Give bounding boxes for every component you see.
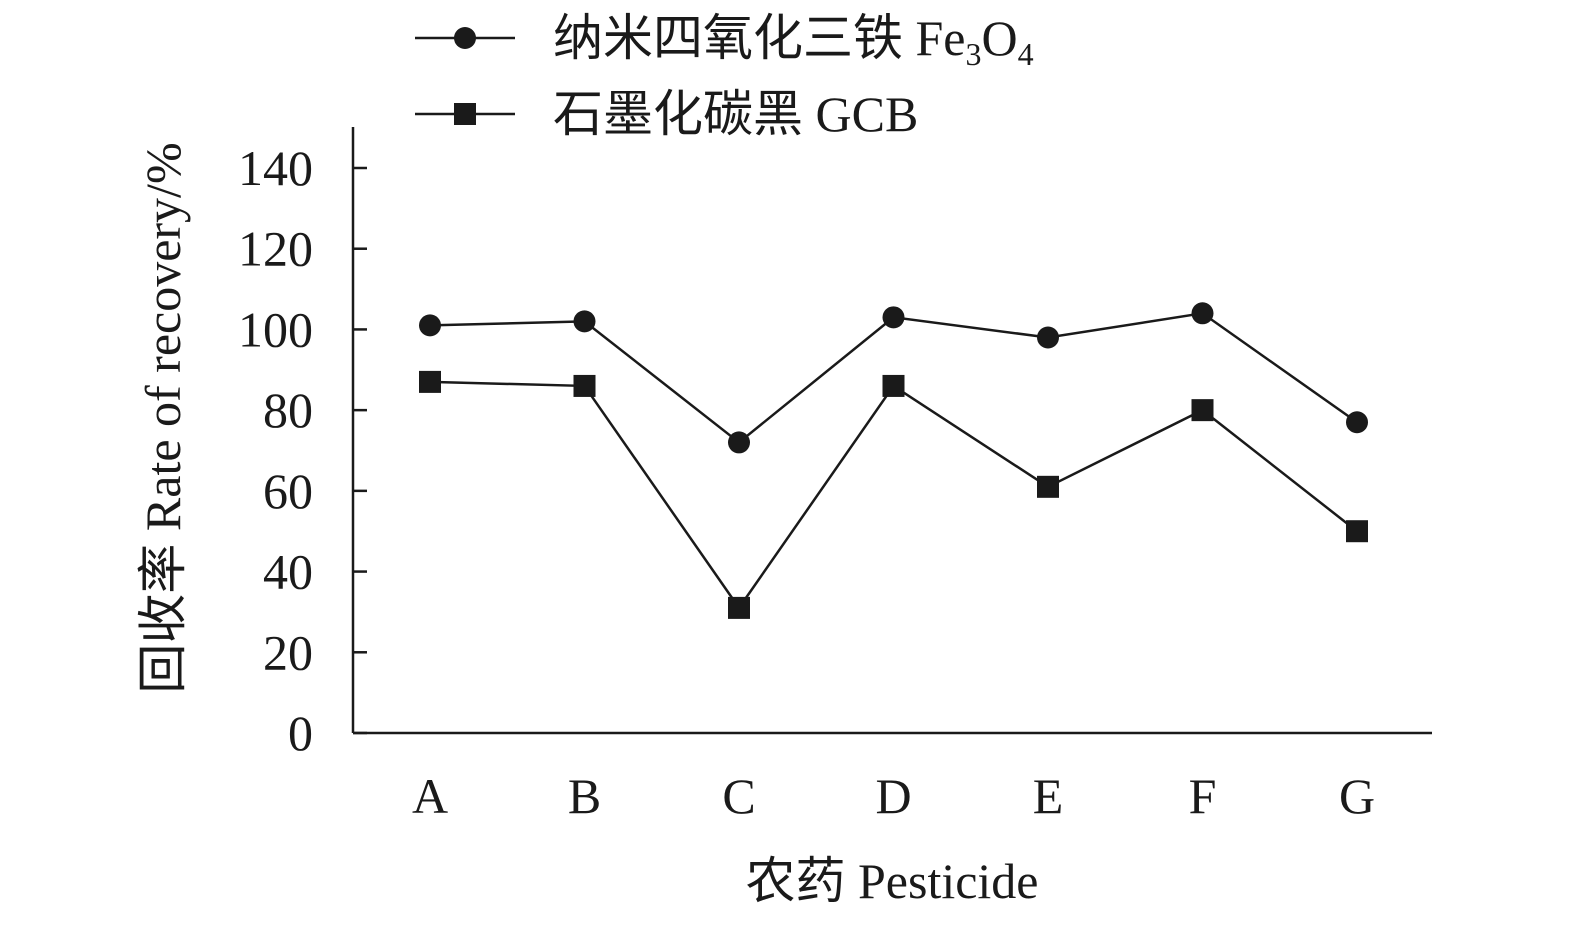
legend-entry-gcb: 石墨化碳黑 GCB xyxy=(415,86,918,142)
y-tick-label-140: 140 xyxy=(238,140,313,196)
point-fe3o4-g xyxy=(1346,411,1368,434)
point-fe3o4-e xyxy=(1037,326,1059,349)
legend-entry-fe3o4: 纳米四氧化三铁 Fe3O4 xyxy=(415,10,1034,72)
legend-label-fe3o4-sub2: 4 xyxy=(1018,36,1034,72)
legend-label-fe3o4-sub1: 3 xyxy=(966,36,982,72)
point-fe3o4-d xyxy=(882,306,905,329)
legend-label-gcb: 石墨化碳黑 GCB xyxy=(553,86,918,142)
x-tick-label-g: G xyxy=(1339,768,1375,824)
series-line-gcb xyxy=(429,380,1358,611)
y-ticks: 0 20 40 60 80 100 120 140 xyxy=(238,140,367,761)
legend-label-fe3o4-main: 纳米四氧化三铁 Fe xyxy=(553,10,966,66)
point-gcb-f xyxy=(1191,399,1214,422)
x-tick-label-a: A xyxy=(412,768,448,824)
legend-label-fe3o4: 纳米四氧化三铁 Fe3O4 xyxy=(553,10,1034,72)
y-tick-label-20: 20 xyxy=(263,624,313,680)
y-tick-label-0: 0 xyxy=(288,705,313,761)
legend-label-fe3o4-mid: O xyxy=(982,10,1018,66)
point-gcb-d xyxy=(882,374,905,397)
x-axis-title: 农药 Pesticide xyxy=(745,853,1038,909)
x-tick-label-f: F xyxy=(1189,768,1217,824)
point-gcb-b xyxy=(573,374,596,397)
x-tick-label-b: B xyxy=(568,768,601,824)
x-tick-label-d: D xyxy=(875,768,911,824)
y-tick-label-120: 120 xyxy=(238,221,313,277)
y-tick-label-60: 60 xyxy=(263,463,313,519)
x-ticks: A B C D E F G xyxy=(412,768,1375,824)
y-axis-title: 回收率 Rate of recovery/% xyxy=(135,142,191,693)
point-gcb-g xyxy=(1346,520,1368,543)
point-fe3o4-b xyxy=(573,310,596,333)
y-tick-label-100: 100 xyxy=(238,301,313,357)
point-gcb-a xyxy=(419,370,441,393)
y-tick-label-40: 40 xyxy=(263,544,313,600)
series-layer xyxy=(419,302,1368,619)
point-fe3o4-c xyxy=(728,431,750,454)
point-fe3o4-a xyxy=(419,314,441,337)
point-gcb-e xyxy=(1037,475,1059,498)
point-gcb-c xyxy=(728,596,750,619)
x-tick-label-c: C xyxy=(722,768,755,824)
point-fe3o4-f xyxy=(1191,302,1214,325)
legend-marker-fe3o4 xyxy=(454,27,476,49)
y-tick-label-80: 80 xyxy=(263,382,313,438)
x-tick-label-e: E xyxy=(1033,768,1064,824)
legend: 纳米四氧化三铁 Fe3O4 石墨化碳黑 GCB xyxy=(415,10,1034,142)
legend-marker-gcb xyxy=(454,103,476,125)
